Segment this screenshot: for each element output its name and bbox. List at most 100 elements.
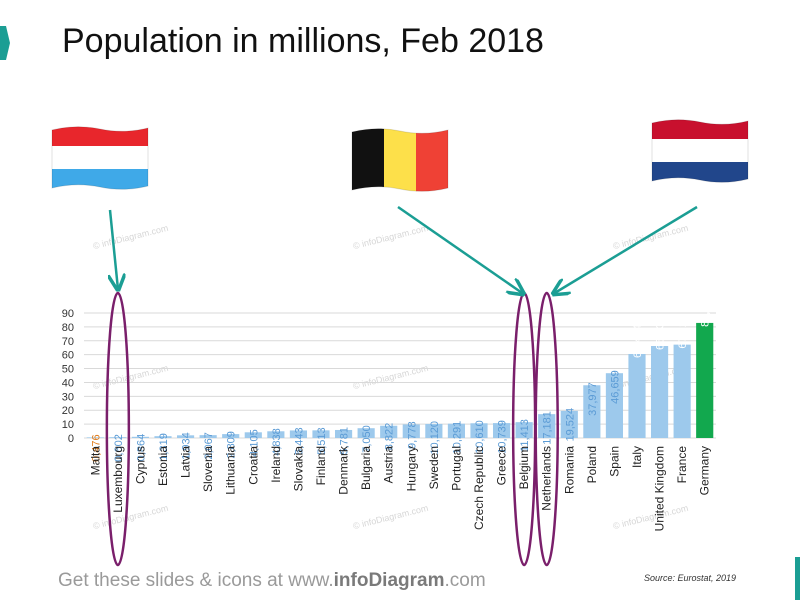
pointer-arrow	[555, 205, 698, 293]
x-tick-label: Austria	[382, 446, 396, 484]
y-tick-label: 40	[62, 377, 74, 389]
bar-slovenia	[199, 435, 217, 438]
bar-cyprus	[131, 436, 150, 438]
data-label: 7,050	[361, 425, 373, 453]
data-label: 9,778	[406, 421, 418, 449]
bar-malta	[86, 437, 104, 438]
pointer-arrow	[397, 205, 522, 293]
data-label: 17,181	[542, 411, 554, 445]
x-tick-label: Ireland	[269, 446, 283, 483]
bar-estonia	[154, 436, 172, 438]
x-tick-label: Slovenia	[201, 446, 215, 492]
x-tick-label: Belgium	[517, 446, 531, 489]
x-tick-label: Portugal	[449, 446, 463, 491]
y-tick-label: 70	[62, 336, 74, 348]
data-label: 10,739	[497, 420, 509, 454]
bar-romania	[560, 410, 578, 438]
y-tick-label: 30	[62, 391, 74, 403]
footer-prefix: Get these slides & icons at www.	[58, 570, 334, 591]
x-tick-label: Denmark	[337, 445, 351, 495]
data-label: 10,291	[451, 421, 463, 455]
bar-germany	[696, 322, 714, 438]
bar-latvia	[176, 435, 195, 438]
bar-italy	[628, 353, 646, 438]
data-label: 4,105	[248, 429, 260, 457]
x-tick-label: Finland	[314, 446, 328, 485]
data-label: 11,413	[519, 419, 531, 452]
y-tick-label: 0	[68, 433, 74, 445]
data-label: 1,934	[181, 432, 193, 460]
y-tick-label: 50	[62, 364, 74, 376]
data-label: 4,838	[271, 428, 283, 456]
bar-france	[673, 344, 691, 438]
data-label: 82,850	[700, 293, 712, 327]
highlight-ellipse-luxembourg	[105, 291, 131, 567]
highlight-ellipse-netherlands	[534, 291, 559, 567]
data-label: 5,443	[293, 427, 305, 455]
footer-suffix: .com	[444, 570, 486, 591]
left-accent-marker	[0, 26, 10, 60]
y-tick-label: 90	[62, 308, 74, 320]
x-tick-label: Cyprus	[133, 446, 147, 484]
data-label: 19,524	[564, 408, 576, 442]
x-tick-label: Germany	[698, 446, 712, 495]
x-tick-label: Latvia	[179, 446, 193, 478]
x-tick-label: Bulgaria	[359, 446, 373, 490]
x-tick-label: Romania	[562, 446, 576, 494]
x-tick-label: Sweden	[427, 446, 441, 489]
footer-promo: Get these slides & icons at www.infoDiag…	[58, 570, 486, 592]
footer-brand: infoDiagram	[333, 570, 445, 591]
bar-bulgaria	[357, 428, 375, 438]
bar-luxembourg	[109, 437, 127, 438]
netherlands-flag-icon	[650, 117, 750, 190]
x-tick-label: Netherlands	[540, 446, 554, 511]
bar-poland	[583, 385, 601, 438]
data-label: 10,120	[429, 421, 441, 455]
data-label: 2,809	[226, 431, 238, 459]
bar-ireland	[267, 431, 285, 438]
x-tick-label: Croatia	[246, 446, 260, 485]
data-label: 0,476	[90, 434, 102, 462]
x-tick-label: France	[675, 446, 689, 484]
x-tick-label: Lithuania	[224, 446, 238, 495]
right-accent-bar	[795, 557, 800, 600]
data-label: 0,864	[135, 434, 147, 462]
data-label: 2,067	[203, 432, 215, 460]
bar-austria	[380, 425, 398, 438]
bar-finland	[312, 430, 330, 438]
data-label: 37,977	[587, 382, 599, 416]
x-tick-label: Luxembourg	[111, 446, 125, 513]
data-label: 5,513	[316, 427, 328, 455]
bar-czech-republic	[470, 423, 488, 438]
bar-hungary	[402, 424, 420, 438]
x-tick-label: Malta	[88, 446, 102, 476]
x-tick-label: Czech Republic	[472, 446, 486, 530]
y-tick-label: 10	[62, 419, 74, 431]
x-tick-label: Spain	[607, 446, 621, 477]
data-label: 5,781	[339, 427, 351, 455]
bar-lithuania	[222, 434, 240, 438]
bar-netherlands	[538, 414, 556, 438]
data-label: 10,610	[474, 420, 486, 454]
bar-united-kingdom	[650, 346, 669, 438]
data-label: 66,238	[655, 316, 667, 350]
x-tick-label: Estonia	[156, 446, 170, 486]
pointer-arrow	[110, 209, 118, 288]
source-note: Source: Eurostat, 2019	[644, 573, 737, 583]
data-label: 8,822	[384, 423, 396, 451]
x-tick-label: Italy	[630, 446, 644, 468]
data-label: 67,222	[677, 315, 689, 349]
data-label: 0,602	[113, 434, 125, 462]
belgium-flag-icon	[350, 126, 450, 199]
bar-belgium	[515, 422, 533, 438]
bar-spain	[605, 373, 624, 438]
x-tick-label: Greece	[495, 446, 509, 486]
y-tick-label: 20	[62, 405, 74, 417]
bar-slovakia	[289, 430, 308, 438]
data-label: 1,319	[158, 433, 170, 461]
bar-portugal	[447, 423, 466, 438]
page-title: Population in millions, Feb 2018	[62, 22, 544, 60]
x-tick-label: Slovakia	[291, 446, 305, 492]
data-label: 60,484	[632, 324, 644, 358]
